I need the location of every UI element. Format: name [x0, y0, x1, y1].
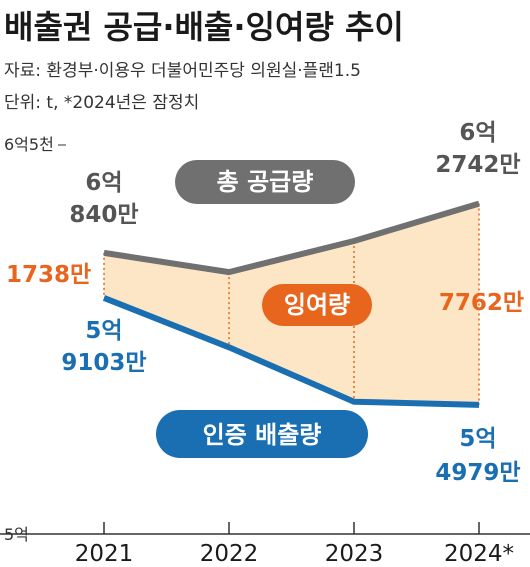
x-tick-label-2: 2023: [325, 541, 384, 567]
emission-end-label-line2: 4979만: [435, 460, 520, 486]
y-tick-label-top: 6억5천: [4, 135, 54, 154]
chart-title: 배출권 공급·배출·잉여량 추이: [4, 8, 404, 46]
source-note: 자료: 환경부·이용우 더불어민주당 의원실·플랜1.5: [4, 61, 361, 81]
surplus-pill-label: 잉여량: [284, 291, 350, 319]
supply-start-label-line1: 6억: [85, 170, 122, 196]
surplus-pill: 잉여량: [262, 284, 372, 326]
emission-pill-label: 인증 배출량: [203, 421, 322, 449]
supply-end-label-line2: 2742만: [435, 152, 520, 178]
emission-pill: 인증 배출량: [156, 410, 368, 458]
unit-note: 단위: t, *2024년은 잠정치: [4, 93, 199, 113]
x-tick-label-3: 2024*: [444, 541, 514, 567]
emission-start-label-line2: 9103만: [61, 350, 146, 376]
x-tick-label-1: 2022: [200, 541, 259, 567]
supply-pill: 총 공급량: [175, 160, 355, 204]
x-ticks: 2021 2022 2023 2024*: [75, 522, 514, 567]
supply-start-label-line2: 840만: [69, 202, 138, 228]
supply-line: [103, 200, 480, 276]
supply-pill-label: 총 공급량: [217, 168, 314, 196]
emission-end-label-line1: 5억: [459, 426, 496, 452]
surplus-end-label: 7762만: [439, 290, 524, 316]
emission-line: [102, 295, 480, 408]
x-tick-label-0: 2021: [75, 541, 134, 567]
surplus-start-label: 1738만: [6, 262, 91, 288]
emission-start-label-line1: 5억: [85, 318, 122, 344]
supply-end-label-line1: 6억: [459, 120, 496, 146]
